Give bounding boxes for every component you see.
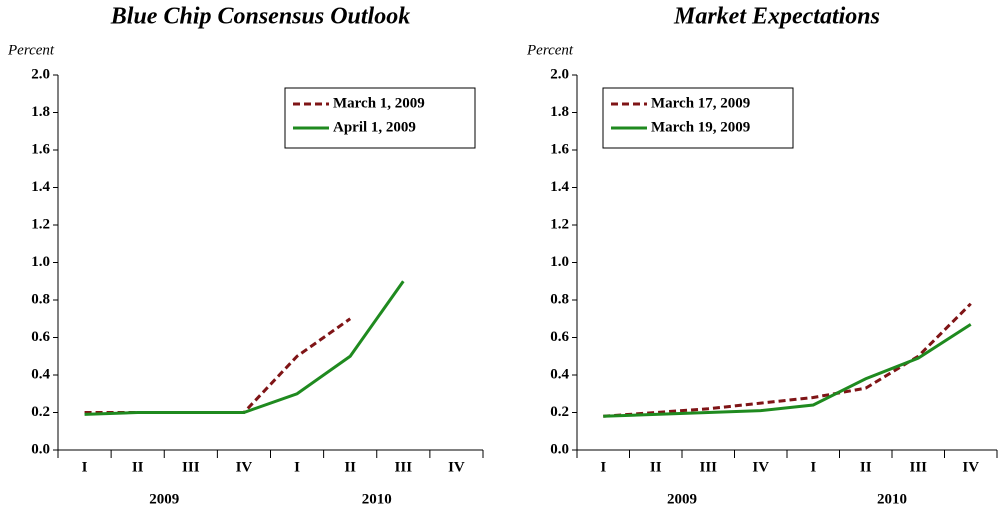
- group-label: 2009: [149, 491, 179, 507]
- y-tick-label: 1.6: [31, 141, 50, 157]
- y-tick-label: 2.0: [31, 66, 50, 82]
- y-tick-label: 0.8: [31, 291, 50, 307]
- y-tick-label: 1.2: [550, 216, 569, 232]
- y-tick-label: 1.2: [31, 216, 50, 232]
- series-line: [603, 323, 972, 418]
- chart-title: Blue Chip Consensus Outlook: [110, 4, 410, 30]
- group-label: 2009: [667, 491, 697, 507]
- x-tick-label: III: [909, 459, 927, 475]
- y-tick-label: 0.0: [31, 441, 50, 457]
- y-tick-label: 1.4: [31, 179, 50, 195]
- x-tick-label: I: [294, 459, 300, 475]
- x-tick-label: IV: [752, 459, 769, 475]
- x-tick-label: II: [344, 459, 356, 475]
- y-tick-label: 1.0: [31, 254, 50, 270]
- y-tick-label: 1.6: [550, 141, 569, 157]
- group-label: 2010: [362, 491, 392, 507]
- y-tick-label: 0.2: [550, 404, 569, 420]
- series-line: [84, 317, 352, 414]
- y-tick-label: 0.6: [31, 329, 50, 345]
- x-tick-label: IV: [448, 459, 465, 475]
- y-tick-label: 0.6: [550, 329, 569, 345]
- legend-label: April 1, 2009: [333, 119, 416, 135]
- chart-title: Market Expectations: [673, 4, 880, 30]
- x-tick-label: II: [650, 459, 662, 475]
- x-tick-label: IV: [962, 459, 979, 475]
- y-axis-label: Percent: [526, 42, 574, 58]
- y-tick-label: 0.8: [550, 291, 569, 307]
- x-tick-label: I: [600, 459, 606, 475]
- y-tick-label: 2.0: [550, 66, 569, 82]
- legend-box: [602, 87, 794, 149]
- y-tick-label: 1.4: [550, 179, 569, 195]
- x-tick-label: III: [182, 459, 200, 475]
- y-tick-label: 0.4: [550, 366, 569, 382]
- legend-label: March 1, 2009: [333, 95, 425, 111]
- legend-label: March 19, 2009: [651, 119, 750, 135]
- series-line: [84, 280, 405, 416]
- x-tick-label: IV: [236, 459, 253, 475]
- legend-box: [284, 87, 476, 149]
- group-label: 2010: [877, 491, 907, 507]
- legend-label: March 17, 2009: [651, 95, 750, 111]
- y-tick-label: 0.2: [31, 404, 50, 420]
- y-tick-label: 1.8: [550, 104, 569, 120]
- y-tick-label: 0.4: [31, 366, 50, 382]
- x-tick-label: III: [395, 459, 413, 475]
- y-axis-label: Percent: [7, 42, 55, 58]
- y-tick-label: 1.0: [550, 254, 569, 270]
- y-tick-label: 1.8: [31, 104, 50, 120]
- series-line: [603, 302, 972, 418]
- x-tick-label: III: [699, 459, 717, 475]
- y-tick-label: 0.0: [550, 441, 569, 457]
- x-tick-label: I: [810, 459, 816, 475]
- x-tick-label: II: [132, 459, 144, 475]
- x-tick-label: I: [82, 459, 88, 475]
- x-tick-label: II: [860, 459, 872, 475]
